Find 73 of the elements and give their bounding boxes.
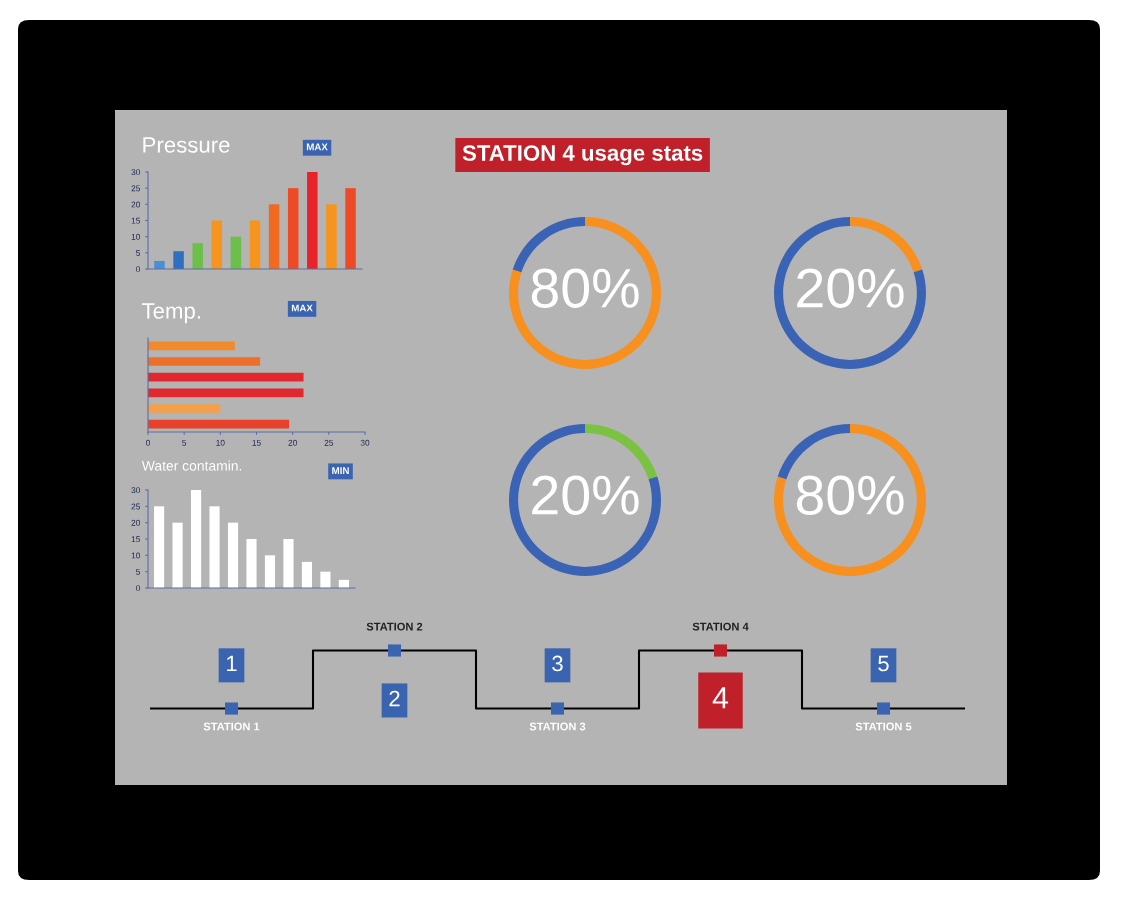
bar: [249, 220, 261, 269]
x-tick-label: 25: [324, 439, 334, 446]
bar: [268, 204, 280, 269]
donut-slice: [774, 424, 926, 576]
bar: [148, 419, 290, 429]
bar: [173, 251, 184, 269]
bar: [148, 404, 221, 413]
bar: [154, 260, 165, 269]
x-tick-label: 5: [182, 439, 187, 446]
category-label: STATION 2: [366, 622, 423, 631]
y-tick-label: 10: [131, 552, 141, 559]
text: 4: [712, 687, 729, 709]
bar: [283, 539, 294, 588]
bar: [287, 188, 299, 269]
y-tick-label: 10: [131, 233, 141, 240]
category-label: STATION 4: [692, 622, 749, 631]
bar: [148, 341, 235, 351]
y-tick-label: 15: [131, 217, 141, 224]
bar: [301, 561, 313, 588]
category-label: STATION 5: [855, 722, 912, 731]
text: 20%: [797, 268, 904, 308]
donut-slice: [509, 424, 661, 576]
x-tick-label: 20: [288, 439, 297, 446]
bar: [148, 372, 304, 382]
x-tick-label: 0: [146, 439, 150, 446]
y-tick-label: 30: [131, 169, 141, 176]
bar: [264, 555, 276, 588]
donut-slice: [509, 217, 661, 369]
text: MIN: [332, 467, 349, 474]
text: 3: [552, 655, 563, 672]
bar: [227, 522, 239, 588]
text: MAX: [291, 304, 313, 312]
bar: [320, 571, 331, 588]
bar: [148, 388, 304, 398]
bar: [148, 357, 261, 366]
category-label: STATION 3: [529, 722, 586, 731]
chart-title: Pressure: [143, 137, 230, 153]
bar: [211, 220, 223, 269]
y-tick-label: 30: [131, 487, 141, 494]
y-tick-label: 15: [131, 536, 141, 543]
bar: [172, 522, 183, 588]
y-tick-label: 25: [131, 503, 141, 510]
chart-title: Temp.: [141, 303, 200, 324]
x-tick-label: 30: [360, 439, 370, 446]
text: 80%: [531, 268, 639, 308]
text: 80%: [796, 475, 904, 515]
bar: [190, 490, 202, 588]
chart-title: Water contamin.: [141, 460, 242, 471]
text: 1: [227, 655, 237, 672]
bar: [209, 506, 220, 588]
y-tick-label: 0: [136, 585, 141, 592]
y-tick-label: 20: [131, 519, 141, 526]
chart-title: STATION 4 usage stats: [462, 145, 703, 166]
bar: [246, 539, 257, 588]
y-tick-label: 25: [131, 185, 141, 192]
y-tick-label: 0: [136, 266, 141, 273]
y-tick-label: 5: [136, 250, 141, 256]
bar: [230, 236, 242, 269]
bar: [307, 172, 318, 269]
text: 5: [878, 655, 889, 672]
x-tick-label: 10: [216, 439, 225, 446]
y-tick-label: 5: [136, 568, 141, 575]
text: 2: [389, 690, 400, 707]
y-tick-label: 20: [131, 201, 141, 208]
bar: [154, 506, 165, 588]
text: 20%: [532, 475, 639, 515]
category-label: STATION 1: [203, 722, 260, 731]
donut-slice: [774, 217, 926, 369]
text: MAX: [306, 143, 328, 151]
bar: [192, 243, 203, 269]
bar: [345, 188, 356, 269]
x-tick-label: 15: [252, 439, 261, 446]
bar: [326, 204, 337, 269]
